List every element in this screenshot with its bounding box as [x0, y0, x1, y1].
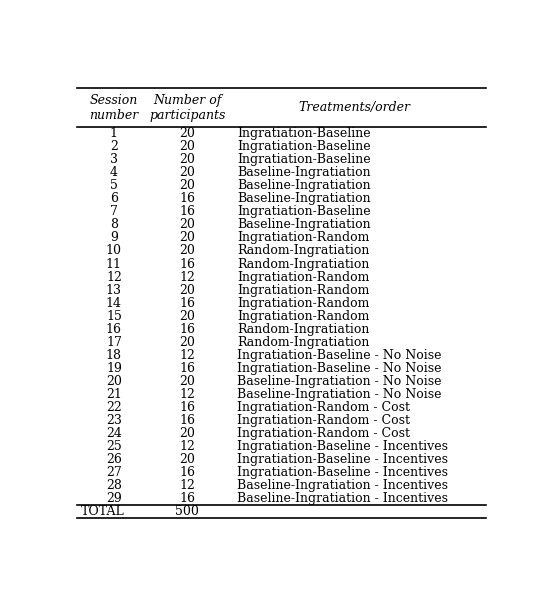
- Text: 26: 26: [106, 453, 122, 466]
- Text: 1: 1: [110, 127, 118, 140]
- Text: 10: 10: [106, 245, 122, 257]
- Text: 20: 20: [180, 219, 195, 232]
- Text: 11: 11: [106, 257, 122, 270]
- Text: 15: 15: [106, 310, 122, 323]
- Text: Ingratiation-Baseline: Ingratiation-Baseline: [237, 205, 371, 218]
- Text: Ingratiation-Baseline - Incentives: Ingratiation-Baseline - Incentives: [237, 453, 448, 466]
- Text: Ingratiation-Baseline: Ingratiation-Baseline: [237, 127, 371, 140]
- Text: Number of
participants: Number of participants: [149, 94, 226, 121]
- Text: 12: 12: [180, 270, 195, 283]
- Text: 23: 23: [106, 414, 122, 427]
- Text: 17: 17: [106, 336, 122, 349]
- Text: Baseline-Ingratiation: Baseline-Ingratiation: [237, 192, 371, 205]
- Text: 12: 12: [180, 349, 195, 362]
- Text: 20: 20: [180, 453, 195, 466]
- Text: 20: 20: [180, 427, 195, 440]
- Text: Treatments/order: Treatments/order: [299, 101, 411, 114]
- Text: Ingratiation-Random: Ingratiation-Random: [237, 297, 369, 310]
- Text: 19: 19: [106, 362, 122, 375]
- Text: 16: 16: [180, 414, 195, 427]
- Text: Random-Ingratiation: Random-Ingratiation: [237, 245, 369, 257]
- Text: 5: 5: [110, 179, 118, 192]
- Text: 20: 20: [180, 232, 195, 245]
- Text: 16: 16: [180, 192, 195, 205]
- Text: 20: 20: [180, 283, 195, 296]
- Text: 12: 12: [180, 479, 195, 492]
- Text: 20: 20: [180, 166, 195, 179]
- Text: 20: 20: [180, 336, 195, 349]
- Text: Ingratiation-Random: Ingratiation-Random: [237, 283, 369, 296]
- Text: Ingratiation-Baseline: Ingratiation-Baseline: [237, 153, 371, 166]
- Text: Session
number: Session number: [89, 94, 138, 121]
- Text: 21: 21: [106, 388, 122, 401]
- Text: Ingratiation-Random - Cost: Ingratiation-Random - Cost: [237, 414, 410, 427]
- Text: 20: 20: [180, 310, 195, 323]
- Text: Baseline-Ingratiation - Incentives: Baseline-Ingratiation - Incentives: [237, 479, 448, 492]
- Text: Ingratiation-Baseline - No Noise: Ingratiation-Baseline - No Noise: [237, 362, 442, 375]
- Text: 12: 12: [180, 440, 195, 453]
- Text: 29: 29: [106, 492, 122, 505]
- Text: 16: 16: [180, 323, 195, 336]
- Text: 9: 9: [110, 232, 118, 245]
- Text: 20: 20: [180, 245, 195, 257]
- Text: 16: 16: [180, 362, 195, 375]
- Text: 6: 6: [110, 192, 118, 205]
- Text: Ingratiation-Random: Ingratiation-Random: [237, 232, 369, 245]
- Text: 25: 25: [106, 440, 122, 453]
- Text: Ingratiation-Random: Ingratiation-Random: [237, 270, 369, 283]
- Text: Random-Ingratiation: Random-Ingratiation: [237, 323, 369, 336]
- Text: Ingratiation-Baseline: Ingratiation-Baseline: [237, 140, 371, 153]
- Text: Ingratiation-Random - Cost: Ingratiation-Random - Cost: [237, 401, 410, 414]
- Text: Baseline-Ingratiation - Incentives: Baseline-Ingratiation - Incentives: [237, 492, 448, 505]
- Text: 16: 16: [180, 401, 195, 414]
- Text: 13: 13: [106, 283, 122, 296]
- Text: 12: 12: [180, 388, 195, 401]
- Text: 20: 20: [180, 375, 195, 388]
- Text: Ingratiation-Baseline - Incentives: Ingratiation-Baseline - Incentives: [237, 440, 448, 453]
- Text: 24: 24: [106, 427, 122, 440]
- Text: Baseline-Ingratiation - No Noise: Baseline-Ingratiation - No Noise: [237, 375, 442, 388]
- Text: Ingratiation-Baseline - No Noise: Ingratiation-Baseline - No Noise: [237, 349, 442, 362]
- Text: Baseline-Ingratiation - No Noise: Baseline-Ingratiation - No Noise: [237, 388, 442, 401]
- Text: 14: 14: [106, 297, 122, 310]
- Text: Baseline-Ingratiation: Baseline-Ingratiation: [237, 179, 371, 192]
- Text: 16: 16: [180, 257, 195, 270]
- Text: 16: 16: [180, 466, 195, 479]
- Text: 3: 3: [110, 153, 118, 166]
- Text: 16: 16: [106, 323, 122, 336]
- Text: 20: 20: [180, 179, 195, 192]
- Text: 22: 22: [106, 401, 122, 414]
- Text: Baseline-Ingratiation: Baseline-Ingratiation: [237, 166, 371, 179]
- Text: 12: 12: [106, 270, 122, 283]
- Text: 500: 500: [176, 505, 199, 518]
- Text: 20: 20: [106, 375, 122, 388]
- Text: 28: 28: [106, 479, 122, 492]
- Text: 4: 4: [110, 166, 118, 179]
- Text: Ingratiation-Random - Cost: Ingratiation-Random - Cost: [237, 427, 410, 440]
- Text: 16: 16: [180, 297, 195, 310]
- Text: Random-Ingratiation: Random-Ingratiation: [237, 257, 369, 270]
- Text: 2: 2: [110, 140, 118, 153]
- Text: TOTAL: TOTAL: [81, 505, 125, 518]
- Text: Ingratiation-Baseline - Incentives: Ingratiation-Baseline - Incentives: [237, 466, 448, 479]
- Text: 27: 27: [106, 466, 122, 479]
- Text: Ingratiation-Random: Ingratiation-Random: [237, 310, 369, 323]
- Text: 16: 16: [180, 205, 195, 218]
- Text: 8: 8: [110, 219, 118, 232]
- Text: 16: 16: [180, 492, 195, 505]
- Text: 18: 18: [106, 349, 122, 362]
- Text: 20: 20: [180, 127, 195, 140]
- Text: 20: 20: [180, 140, 195, 153]
- Text: 7: 7: [110, 205, 118, 218]
- Text: Baseline-Ingratiation: Baseline-Ingratiation: [237, 219, 371, 232]
- Text: 20: 20: [180, 153, 195, 166]
- Text: Random-Ingratiation: Random-Ingratiation: [237, 336, 369, 349]
